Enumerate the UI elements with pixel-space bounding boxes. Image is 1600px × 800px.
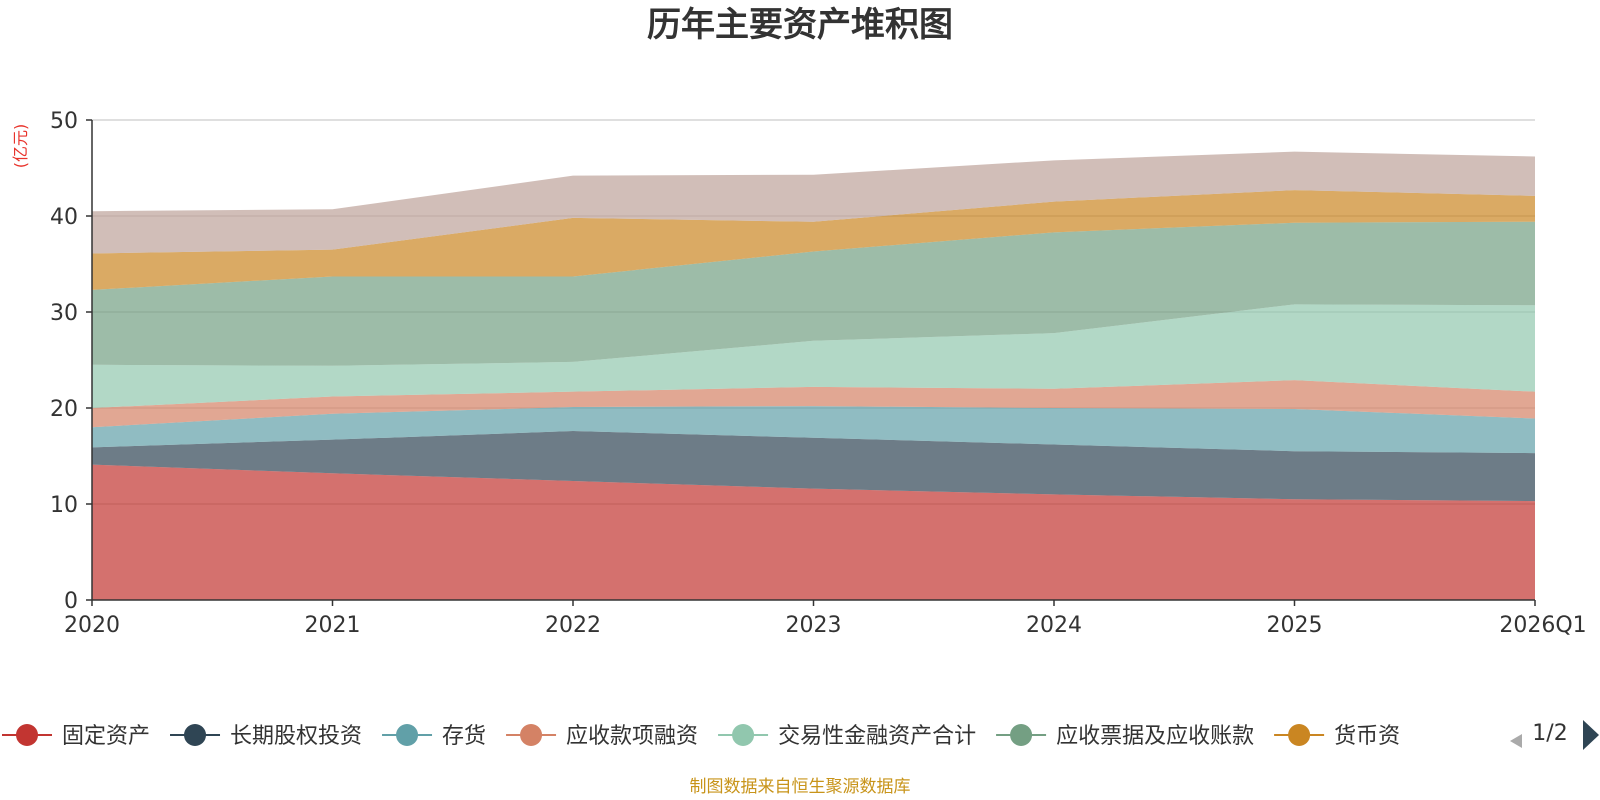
legend-label: 存货 [442,724,486,749]
area-其他 [92,151,1535,254]
y-tick-label: 0 [64,589,78,614]
area-长期股权投资 [92,431,1535,502]
x-tick-label: 2021 [305,613,361,638]
area-固定资产 [92,464,1535,600]
x-tick-label: 2024 [1026,613,1082,638]
legend-label: 应收票据及应收账款 [1056,724,1254,749]
y-tick-label: 40 [50,205,78,230]
y-tick-labels: 0 10 20 30 40 50 [50,109,92,614]
area-货币资 [92,190,1535,290]
legend-item[interactable]: 应收款项融资 [506,724,698,749]
x-tick-label: 2020 [64,613,120,638]
y-tick-label: 20 [50,397,78,422]
legend-item[interactable]: 交易性金融资产合计 [718,724,976,749]
legend-next-icon[interactable] [1583,720,1599,750]
series-areas [92,151,1535,600]
legend-marker-icon [1010,724,1033,746]
area-应收款项融资 [92,380,1535,428]
x-tick-label: 2022 [545,613,601,638]
legend-page-indicator: 1/2 [1532,721,1567,746]
legend-prev-icon[interactable] [1510,734,1522,748]
legend-marker-icon [396,724,419,746]
y-tick-label: 10 [50,493,78,518]
y-tick-label: 30 [50,301,78,326]
legend: 固定资产 长期股权投资 存货 应收款项融资 交易性金融资产合计 应收票据及应收账款 货币资 [2,724,1400,749]
chart-title: 历年主要资产堆积图 [647,5,953,45]
area-应收票据及应收账款 [92,221,1535,366]
legend-label: 长期股权投资 [230,724,362,749]
legend-label: 固定资产 [62,724,150,749]
legend-marker-icon [16,724,38,746]
legend-marker-icon [732,724,755,746]
y-tick-label: 50 [50,109,78,134]
legend-label: 应收款项融资 [566,724,698,749]
y-axis-unit: (亿元) [11,124,30,169]
legend-item[interactable]: 固定资产 [2,724,150,749]
legend-item[interactable]: 货币资 [1274,724,1400,749]
x-tick-label: 2023 [786,613,842,638]
area-存货 [92,406,1535,454]
legend-pager: 1/2 [1510,720,1599,750]
legend-item[interactable]: 存货 [382,724,486,749]
x-tick-label: 2025 [1267,613,1323,638]
legend-marker-icon [1288,724,1311,746]
legend-item[interactable]: 长期股权投资 [170,724,362,749]
area-交易性金融资产合计 [92,304,1535,408]
x-tick-label: 2026Q1 [1499,613,1586,638]
legend-label: 货币资 [1334,724,1400,749]
legend-item[interactable]: 应收票据及应收账款 [996,724,1254,749]
legend-marker-icon [520,724,543,746]
x-tick-labels: 2020 2021 2022 2023 2024 2025 2026Q1 [64,600,1587,638]
legend-label: 交易性金融资产合计 [778,724,976,749]
legend-marker-icon [184,724,207,746]
footer-source: 制图数据来自恒生聚源数据库 [690,777,911,797]
